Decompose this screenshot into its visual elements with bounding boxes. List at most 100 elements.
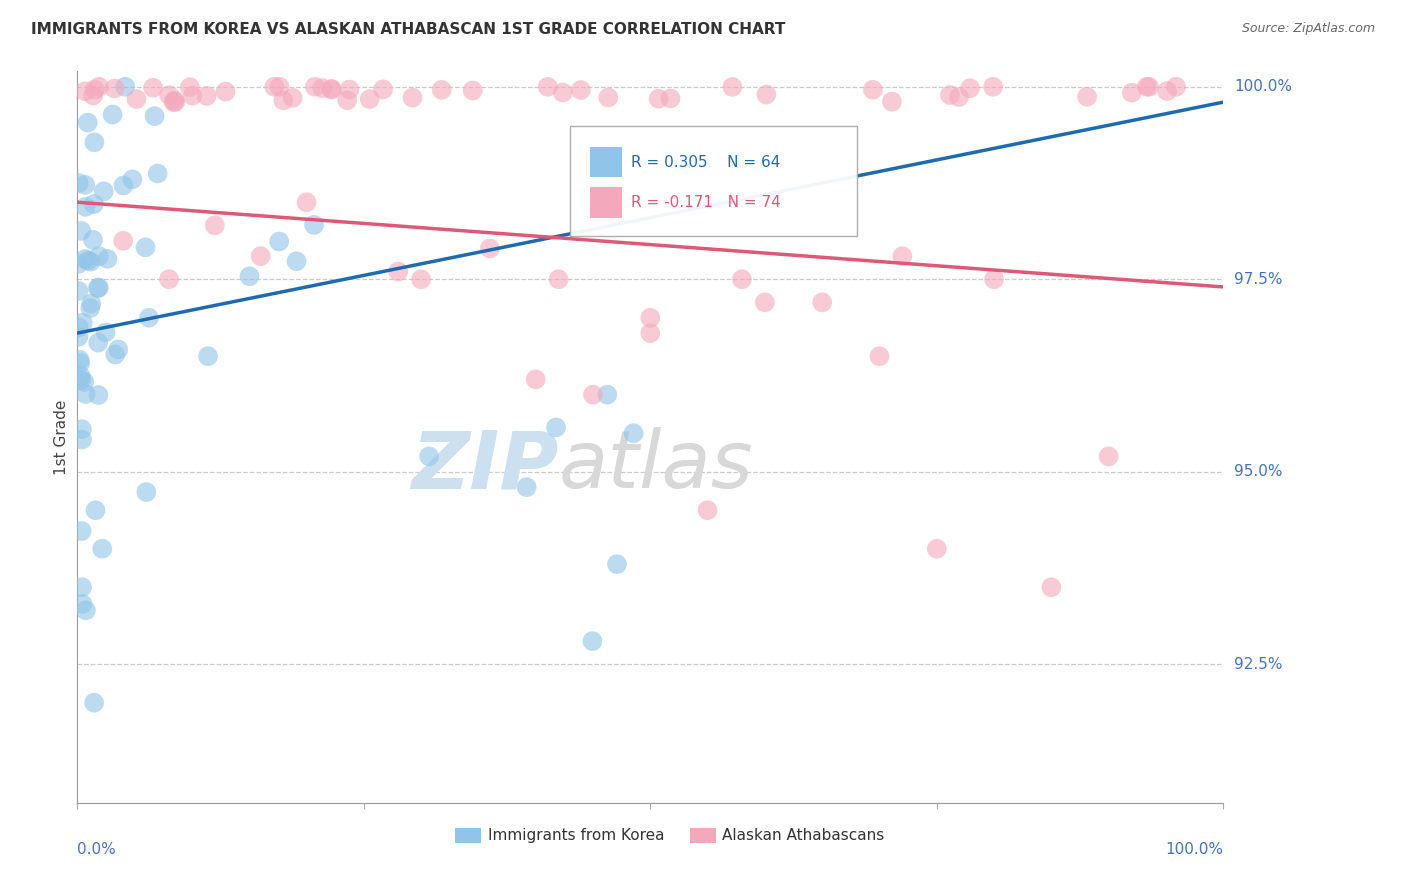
Point (581, 634, 603, 648)
Text: 100.0%: 100.0% (1166, 842, 1223, 856)
Point (755, 87, 778, 102)
Point (295, 195, 318, 210)
Point (546, 420, 568, 434)
Point (623, 426, 645, 441)
Text: 92.5%: 92.5% (1234, 657, 1282, 672)
Point (204, 219, 226, 233)
Point (1156, 84, 1178, 98)
Point (87, 249, 110, 263)
Point (731, 272, 754, 286)
Point (478, 242, 501, 256)
Point (281, 91, 304, 105)
Point (91, 541, 114, 556)
Point (83, 83, 105, 97)
Text: 97.5%: 97.5% (1234, 272, 1282, 286)
Point (69, 369, 91, 384)
Text: IMMIGRANTS FROM KOREA VS ALASKAN ATHABASCAN 1ST GRADE CORRELATION CHART: IMMIGRANTS FROM KOREA VS ALASKAN ATHABAS… (31, 22, 786, 37)
Point (302, 218, 325, 232)
Point (197, 349, 219, 363)
Point (891, 249, 914, 263)
Point (67, 320, 90, 334)
Point (69, 356, 91, 370)
Point (87, 79, 110, 94)
Point (524, 372, 547, 386)
Point (939, 88, 962, 103)
Point (135, 485, 157, 500)
Point (336, 93, 359, 107)
Text: R = 0.305    N = 64: R = 0.305 N = 64 (631, 154, 780, 169)
Point (461, 83, 484, 97)
Point (107, 343, 129, 357)
Point (195, 89, 218, 103)
Point (69, 352, 91, 367)
Point (1137, 79, 1160, 94)
Point (138, 310, 160, 325)
Point (114, 79, 136, 94)
Text: Source: ZipAtlas.com: Source: ZipAtlas.com (1241, 22, 1375, 36)
Text: Immigrants from Korea: Immigrants from Korea (488, 828, 664, 843)
Point (75, 84, 97, 98)
Point (70, 224, 93, 238)
Point (411, 272, 433, 286)
Point (76, 115, 98, 129)
Point (1121, 86, 1143, 100)
Point (143, 109, 166, 123)
Text: Alaskan Athabascans: Alaskan Athabascans (723, 828, 884, 843)
Point (70, 524, 93, 538)
Point (67, 329, 90, 343)
Point (696, 503, 718, 517)
Point (418, 450, 440, 464)
Point (547, 272, 569, 286)
Point (72, 316, 94, 330)
Point (387, 264, 409, 278)
Point (80, 296, 103, 310)
Point (142, 80, 165, 95)
Point (79, 301, 101, 315)
Point (125, 92, 148, 106)
Point (249, 249, 271, 263)
Point (1136, 79, 1159, 94)
Point (401, 90, 423, 104)
Point (70, 373, 93, 387)
Point (87, 335, 110, 350)
Point (79, 254, 101, 268)
Text: atlas: atlas (558, 427, 754, 506)
FancyBboxPatch shape (589, 146, 621, 178)
Point (359, 92, 381, 106)
Point (981, 79, 1004, 94)
Point (869, 349, 891, 363)
Point (162, 95, 184, 109)
Point (163, 94, 186, 108)
Point (75, 178, 97, 192)
Point (430, 83, 453, 97)
Point (285, 254, 308, 268)
Point (67, 257, 90, 271)
Point (72, 597, 94, 611)
Point (582, 388, 605, 402)
Point (83, 135, 105, 149)
Text: R = -0.171   N = 74: R = -0.171 N = 74 (631, 194, 780, 210)
Point (157, 272, 180, 286)
Point (87, 280, 110, 294)
Point (75, 252, 97, 266)
Point (87, 281, 110, 295)
Text: 100.0%: 100.0% (1234, 79, 1292, 95)
Point (598, 90, 620, 104)
Text: 95.0%: 95.0% (1234, 464, 1282, 479)
Point (87, 388, 110, 402)
Point (304, 79, 326, 94)
Point (1040, 580, 1063, 594)
Point (647, 92, 669, 106)
Point (269, 235, 291, 249)
Point (269, 79, 291, 94)
Point (70, 422, 93, 436)
Point (811, 295, 834, 310)
Text: 0.0%: 0.0% (77, 842, 117, 856)
Point (112, 234, 135, 248)
Text: ZIP: ZIP (411, 427, 558, 506)
Point (721, 79, 744, 94)
Point (157, 88, 180, 103)
Point (1164, 79, 1187, 94)
Point (959, 81, 981, 95)
Y-axis label: 1st Grade: 1st Grade (53, 400, 69, 475)
